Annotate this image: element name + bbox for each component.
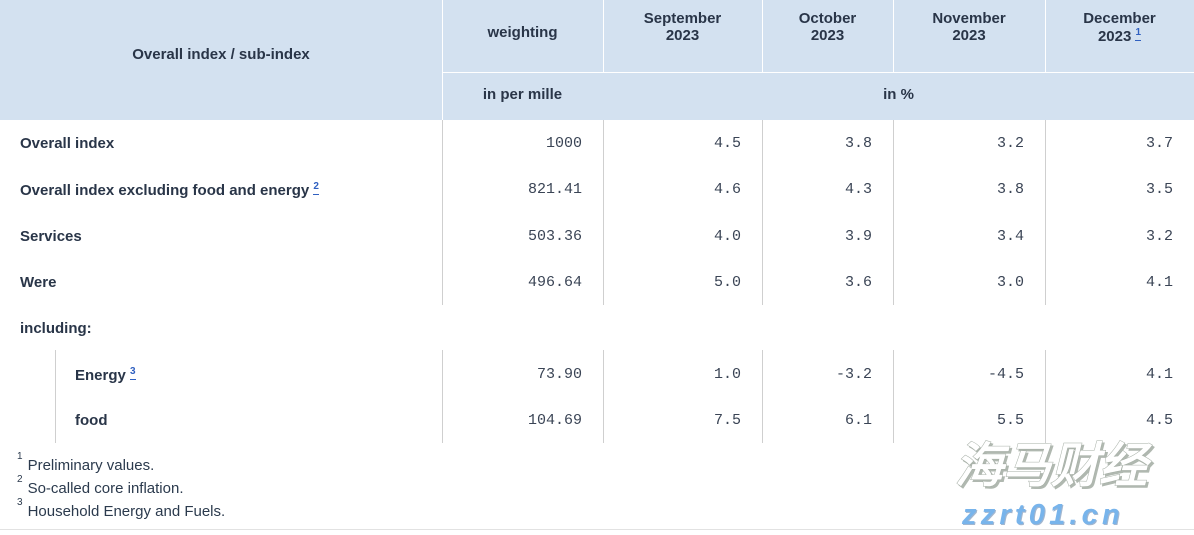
svg-text:海马财经: 海马财经 [955, 440, 1153, 493]
svg-text:zzrt01.cn: zzrt01.cn [961, 499, 1124, 531]
